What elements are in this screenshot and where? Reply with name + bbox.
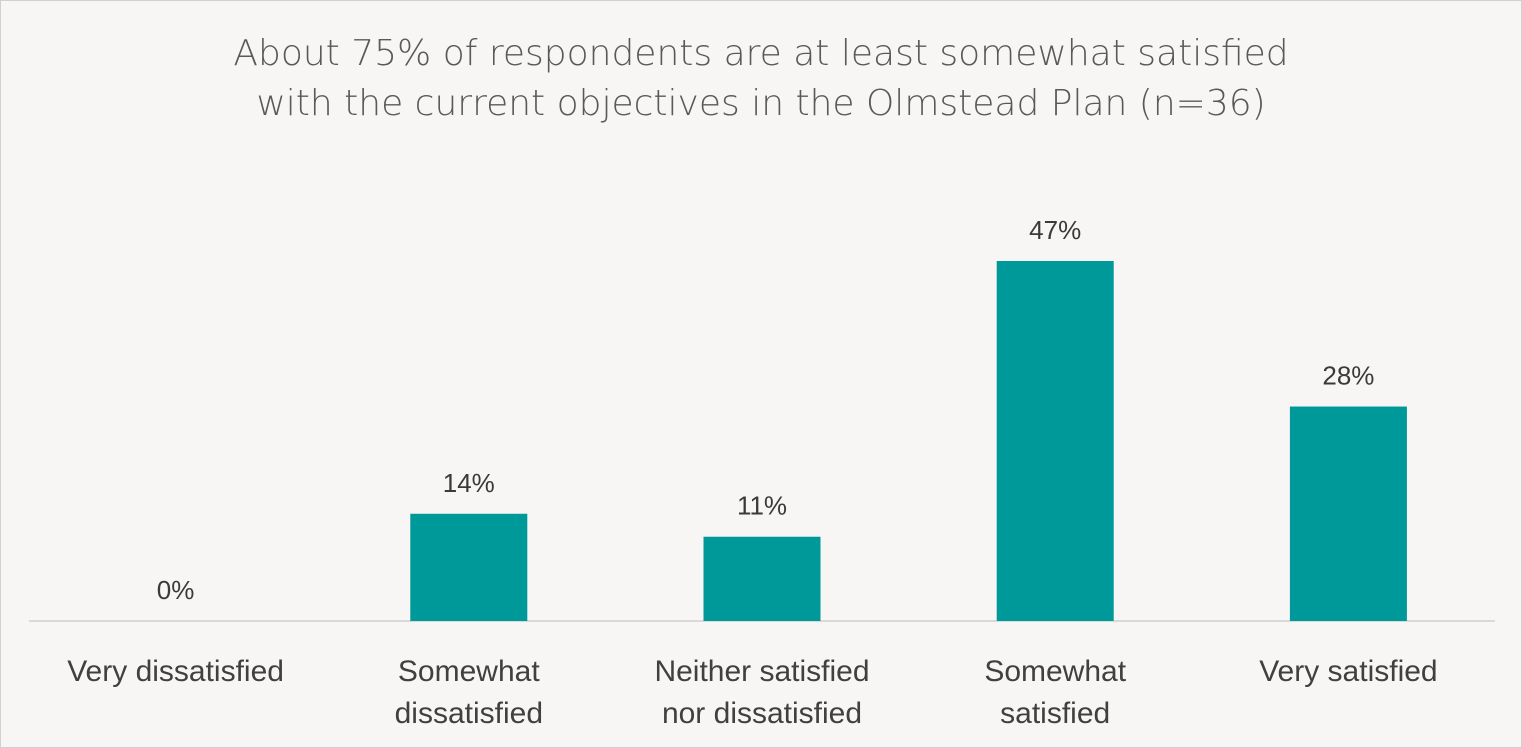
bar [1289,406,1407,621]
chart-title-line-2: with the current objectives in the Olmst… [256,83,1266,124]
data-label: 0% [157,575,195,605]
category-label: Somewhat dissatisfied [395,655,543,730]
category-label: Somewhat satisfied [984,655,1126,730]
category-label: Neither satisfied nor dissatisfied [654,655,869,730]
bar [703,536,821,621]
bar [410,513,528,621]
category-label: Very dissatisfied [67,655,284,688]
chart-title-line-1: About 75% of respondents are at least so… [233,33,1289,74]
bar [996,261,1114,621]
data-label: 11% [737,491,787,521]
category-label: Very satisfied [1259,655,1437,688]
data-label: 47% [1029,215,1081,245]
data-label: 14% [443,468,495,498]
chart-title: About 75% of respondents are at least so… [1,29,1521,129]
data-label: 28% [1322,361,1374,391]
